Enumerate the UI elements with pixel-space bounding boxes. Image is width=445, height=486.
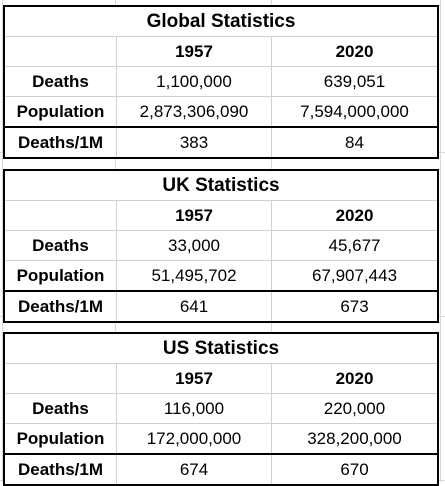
cell-2020: 7,594,000,000 xyxy=(300,102,409,121)
header-cell-1957: 1957 xyxy=(117,37,272,66)
row-label: Deaths xyxy=(5,67,117,96)
cell-2020: 84 xyxy=(345,133,364,152)
cell-2020: 673 xyxy=(340,297,369,316)
header-cell-blank xyxy=(5,364,117,393)
row-label: Population xyxy=(5,261,117,290)
table-header-row: 1957 2020 xyxy=(5,201,437,230)
cell-2020: 220,000 xyxy=(323,399,386,418)
row-label: Deaths xyxy=(5,394,117,423)
cell-1957: 383 xyxy=(117,128,272,157)
header-cell-blank xyxy=(5,37,117,66)
row-label: Population xyxy=(5,97,117,126)
cell-2020: 670 xyxy=(340,460,369,479)
table-row: Population 2,873,306,090 7,594,000,000 xyxy=(5,96,437,126)
row-label: Deaths/1M xyxy=(5,128,117,157)
header-cell-2020: 2020 xyxy=(335,369,374,388)
cell-2020: 45,677 xyxy=(328,236,381,255)
row-label: Deaths/1M xyxy=(5,292,117,321)
global-statistics-table: Global Statistics 1957 2020 Deaths 1,100… xyxy=(3,5,439,159)
row-label: Deaths/1M xyxy=(5,455,117,484)
cell-1957: 2,873,306,090 xyxy=(117,97,272,126)
cell-1957: 116,000 xyxy=(117,394,272,423)
cell-1957: 641 xyxy=(117,292,272,321)
header-cell-1957: 1957 xyxy=(117,201,272,230)
cell-1957: 33,000 xyxy=(117,231,272,260)
cell-2020: 639,051 xyxy=(323,72,386,91)
row-label: Population xyxy=(5,424,117,453)
cell-1957: 172,000,000 xyxy=(117,424,272,453)
table-header-row: 1957 2020 xyxy=(5,364,437,393)
table-header-row: 1957 2020 xyxy=(5,37,437,66)
table-row: Deaths/1M 641 673 xyxy=(5,290,437,321)
table-title: US Statistics xyxy=(5,334,437,364)
header-cell-2020: 2020 xyxy=(335,42,374,61)
cell-1957: 51,495,702 xyxy=(117,261,272,290)
table-title: Global Statistics xyxy=(5,7,437,37)
cell-2020: 67,907,443 xyxy=(311,266,398,285)
table-row: Deaths/1M 674 670 xyxy=(5,453,437,484)
table-row: Population 172,000,000 328,200,000 xyxy=(5,423,437,453)
cell-2020: 328,200,000 xyxy=(307,429,402,448)
table-row: Deaths 33,000 45,677 xyxy=(5,230,437,260)
us-statistics-table: US Statistics 1957 2020 Deaths 116,000 2… xyxy=(3,332,439,486)
row-label: Deaths xyxy=(5,231,117,260)
table-title: UK Statistics xyxy=(5,171,437,201)
header-cell-2020: 2020 xyxy=(335,206,374,225)
table-row: Deaths/1M 383 84 xyxy=(5,126,437,157)
uk-statistics-table: UK Statistics 1957 2020 Deaths 33,000 45… xyxy=(3,169,439,323)
table-row: Deaths 1,100,000 639,051 xyxy=(5,66,437,96)
header-cell-1957: 1957 xyxy=(117,364,272,393)
table-row: Population 51,495,702 67,907,443 xyxy=(5,260,437,290)
cell-1957: 674 xyxy=(117,455,272,484)
table-row: Deaths 116,000 220,000 xyxy=(5,393,437,423)
cell-1957: 1,100,000 xyxy=(117,67,272,96)
header-cell-blank xyxy=(5,201,117,230)
